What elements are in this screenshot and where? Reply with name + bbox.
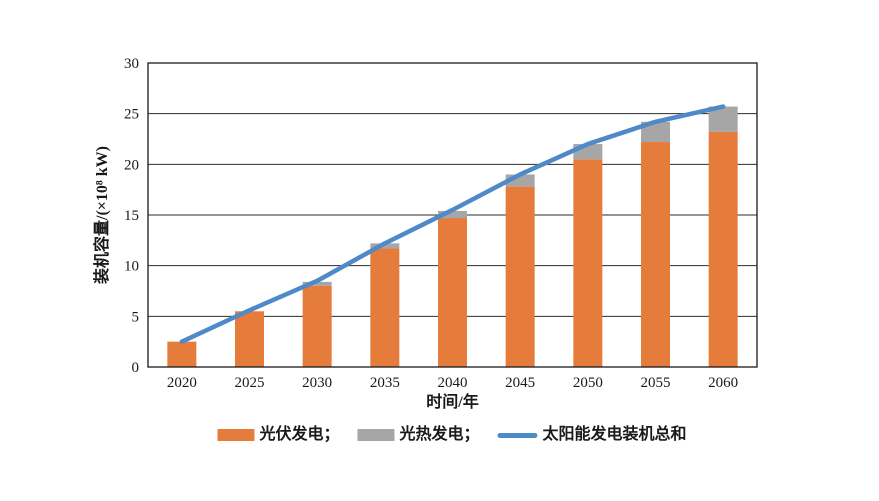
- x-axis-tick-label: 2035: [370, 375, 400, 391]
- bar-segment-csp: [302, 281, 332, 286]
- legend-swatch-csp-icon: [357, 429, 395, 441]
- legend-item-pv: 光伏发电；: [217, 425, 339, 445]
- legend-label-pv: 光伏发电；: [259, 426, 340, 443]
- legend-swatch-total-line-icon: [497, 432, 538, 438]
- bar-segment-pv: [641, 142, 670, 367]
- y-axis-tick-label: 20: [124, 157, 139, 173]
- x-axis-title: 时间/年: [426, 392, 478, 411]
- y-axis-tick-label: 10: [124, 259, 139, 275]
- bar-segment-pv: [505, 186, 535, 367]
- total-line: [179, 104, 726, 344]
- bar-segment-pv: [235, 311, 264, 367]
- legend-item-total: 太阳能发电装机总和: [497, 425, 687, 445]
- y-axis-title: 装机容量/(×10⁸ kW): [92, 146, 111, 285]
- bar-segment-pv: [370, 248, 400, 367]
- bar-segment-csp: [438, 210, 467, 219]
- y-axis-tick-label: 25: [124, 107, 139, 123]
- bar-segment-pv: [167, 341, 197, 367]
- y-axis-tick-label: 30: [124, 56, 139, 72]
- bar-segment-csp: [641, 121, 670, 143]
- legend-item-csp: 光热发电；: [357, 425, 480, 445]
- plot-border: [147, 62, 758, 368]
- y-axis-tick-label: 5: [132, 309, 140, 325]
- y-axis-tick-label: 0: [132, 360, 140, 376]
- legend-label-csp: 光热发电；: [399, 426, 480, 443]
- x-axis-tick-label: 2025: [235, 375, 265, 391]
- bar-segment-pv: [708, 131, 738, 367]
- x-axis-tick-label: 2055: [641, 375, 671, 391]
- legend-swatch-pv-icon: [217, 429, 255, 441]
- x-axis-tick-label: 2045: [505, 375, 535, 391]
- x-axis-tick-label: 2020: [167, 375, 197, 391]
- x-axis-tick-label: 2050: [573, 375, 603, 391]
- chart-legend: 光伏发电； 光热发电； 太阳能发电装机总和: [217, 425, 687, 445]
- x-axis-tick-label: 2030: [302, 375, 332, 391]
- x-axis-tick-label: 2060: [708, 375, 738, 391]
- legend-label-total: 太阳能发电装机总和: [542, 426, 687, 443]
- bar-segment-pv: [573, 159, 603, 367]
- bar-segment-pv: [302, 285, 332, 367]
- x-axis-tick-label: 2040: [438, 375, 468, 391]
- y-axis-tick-label: 15: [124, 208, 139, 224]
- bar-segment-pv: [438, 218, 467, 367]
